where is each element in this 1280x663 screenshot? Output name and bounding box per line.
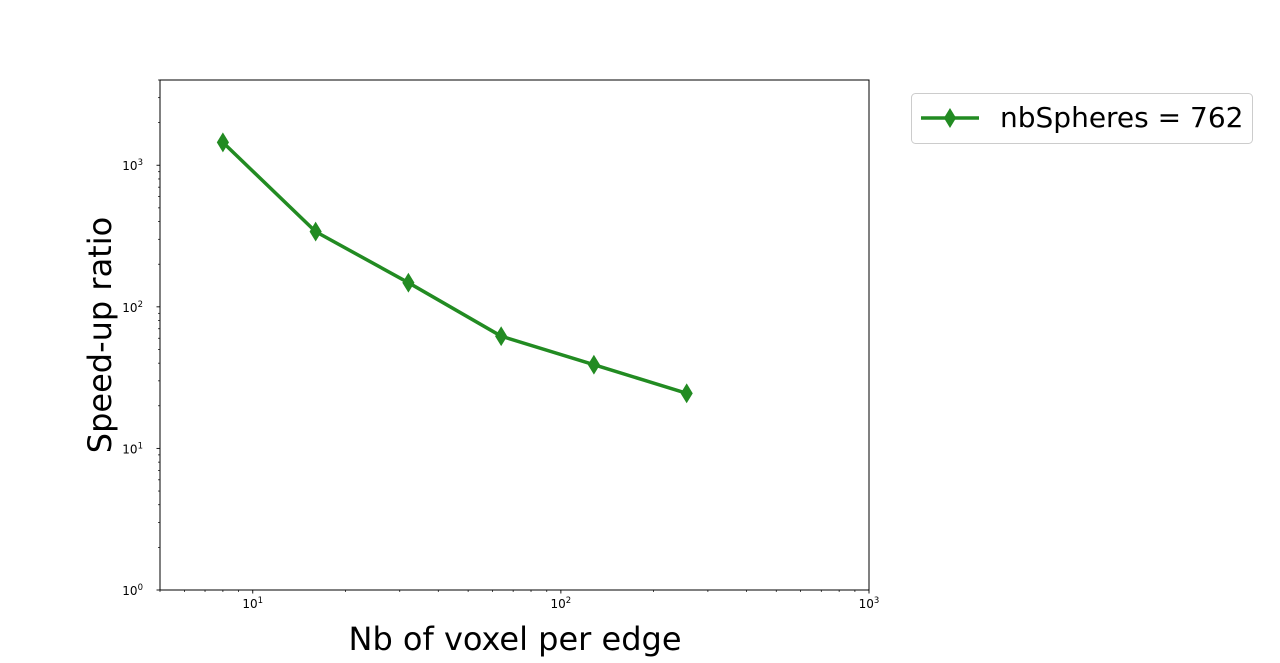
x-tick-label: 103	[859, 596, 880, 611]
legend-label: nbSpheres = 762	[1000, 101, 1243, 134]
y-tick-label: 103	[122, 158, 143, 173]
data-point-marker	[402, 272, 415, 293]
series-line	[221, 141, 688, 395]
legend-frame	[911, 93, 1253, 144]
data-point-marker	[216, 132, 229, 153]
legend: nbSpheres = 762	[911, 93, 1253, 144]
y-tick-label: 102	[122, 300, 143, 315]
x-tick-label: 102	[551, 596, 572, 611]
y-tick-label: 100	[122, 583, 143, 598]
x-axis-ticks: 101 102 103	[159, 590, 880, 611]
data-point-marker	[680, 383, 693, 404]
y-tick-label: 101	[122, 441, 143, 456]
y-axis-title: Speed-up ratio	[81, 217, 119, 453]
data-point-marker	[495, 326, 508, 347]
x-tick-label: 101	[242, 596, 263, 611]
legend-marker-sample	[943, 108, 957, 128]
data-point-marker	[587, 354, 600, 375]
x-axis-title: Nb of voxel per edge	[349, 620, 682, 658]
plot-frame	[159, 79, 870, 591]
plot-area	[159, 79, 870, 591]
series-layer	[216, 132, 693, 404]
y-axis-ticks: 100 101 102 103	[122, 79, 160, 598]
data-point-marker	[309, 221, 322, 242]
